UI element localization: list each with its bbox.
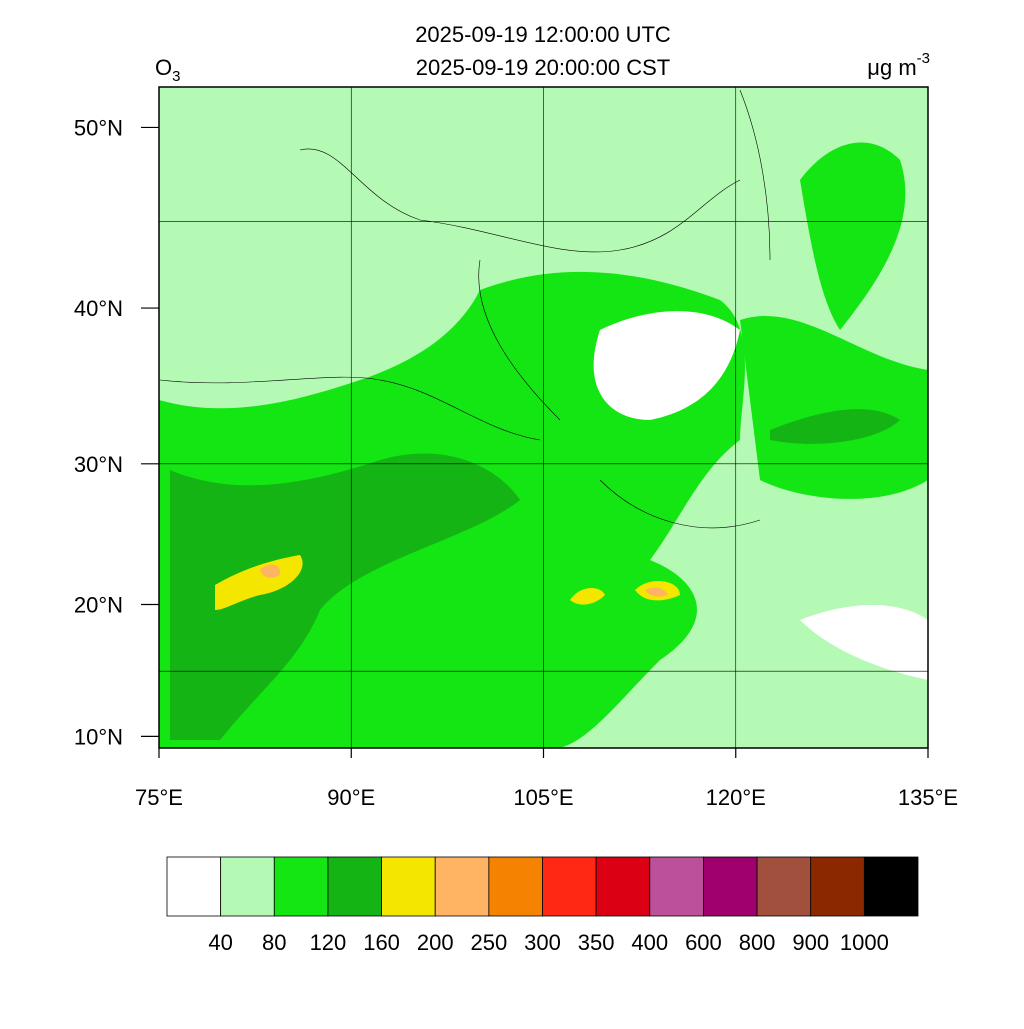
colorbar-box [166, 856, 222, 917]
colorbar-label: 40 [208, 930, 232, 955]
field-region [593, 311, 740, 420]
variable-label: O3 [155, 55, 180, 85]
axes: 75°E 90°E 105°E 120°E 135°E 10°N 20°N 30°N 40°N 5… [74, 115, 958, 810]
field-region [770, 409, 900, 444]
colorbar-label: 200 [417, 930, 454, 955]
colorbar-box [810, 856, 865, 917]
colorbar-label: 900 [792, 930, 829, 955]
variable-base: O [155, 55, 172, 80]
title-line: 2025-09-19 12:00:00 UTC [415, 22, 671, 47]
colorbar-label: 800 [739, 930, 776, 955]
x-tick-label: 75°E [135, 785, 183, 810]
x-tick-label: 90°E [327, 785, 375, 810]
x-tick-label: 105°E [513, 785, 573, 810]
field-region [170, 453, 520, 740]
colorbar-label: 160 [363, 930, 400, 955]
field-region [800, 142, 906, 330]
field-region [800, 605, 928, 680]
colorbar-label: 300 [524, 930, 561, 955]
border-lines [159, 89, 771, 529]
colorbar-label: 120 [310, 930, 347, 955]
y-tick-label: 40°N [74, 296, 123, 321]
x-tick-label: 135°E [898, 785, 958, 810]
colorbar-label: 600 [685, 930, 722, 955]
y-tick-label: 10°N [74, 724, 123, 749]
units-superscript: -3 [917, 50, 930, 67]
field-region [740, 315, 928, 499]
field-region [215, 555, 303, 610]
y-tick-label: 20°N [74, 592, 123, 617]
field-region [570, 580, 680, 605]
variable-subscript: 3 [172, 68, 180, 85]
colorbar-box [488, 856, 543, 917]
colorbar-box [273, 856, 329, 917]
colorbar-box [327, 856, 382, 917]
y-tick-label: 50°N [74, 115, 123, 140]
colorbar-box [703, 856, 758, 917]
units-label: μg m-3 [867, 50, 930, 80]
grid [159, 87, 928, 748]
colorbar-label: 80 [262, 930, 286, 955]
x-tick-label: 120°E [706, 785, 766, 810]
title-line: 2025-09-19 20:00:00 CST [416, 55, 670, 80]
colorbar-box [595, 856, 651, 917]
colorbar-box [863, 856, 919, 917]
colorbar-box [649, 856, 704, 917]
colorbar-label: 350 [578, 930, 615, 955]
colorbar-box [542, 856, 597, 917]
colorbar-label: 250 [470, 930, 507, 955]
colorbar-label: 400 [631, 930, 668, 955]
colorbar-box [220, 856, 275, 917]
colorbar-box [434, 856, 490, 917]
colorbar-label: 1000 [840, 930, 889, 955]
colorbar: 40 80 120 160 200 250 300 350 400 600 800 900 1000 [166, 856, 919, 955]
units-text: μg m [867, 55, 916, 80]
y-tick-label: 30°N [74, 452, 123, 477]
colorbar-box [381, 856, 436, 917]
colorbar-box [756, 856, 812, 917]
